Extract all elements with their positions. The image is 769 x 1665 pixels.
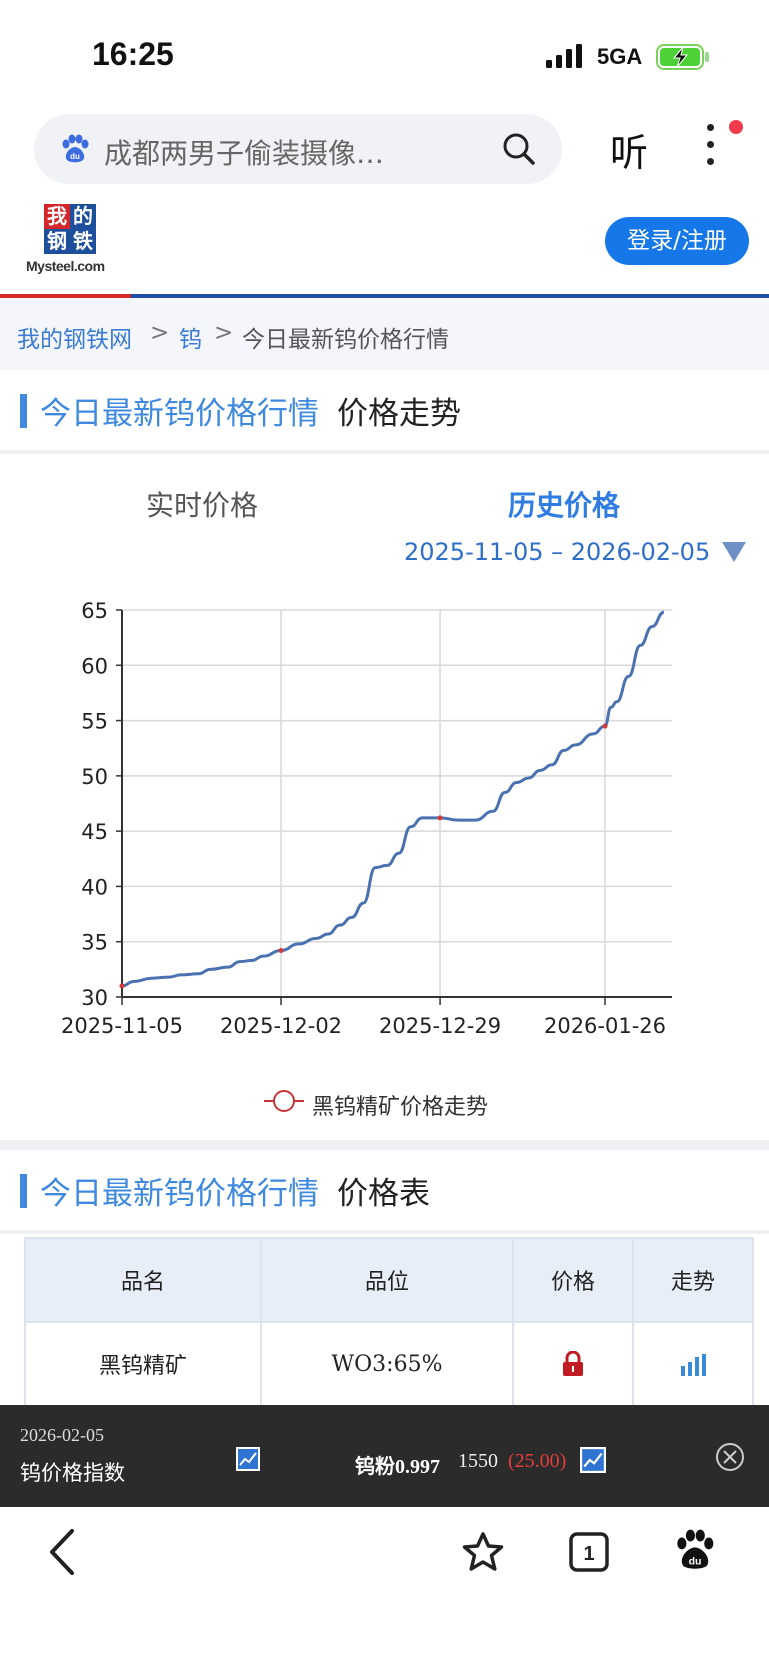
breadcrumb: 我的钢铁网 > 钨 > 今日最新钨价格行情 [0,298,769,370]
y-tick-label: 55 [81,710,108,734]
y-tick-label: 35 [81,931,108,955]
table-row: 黑钨精矿 WO3:65% [24,1321,754,1407]
baidu-paw-icon: du [62,134,89,163]
series-line [121,610,665,988]
y-tick-label: 45 [81,820,108,844]
column-header-grade: 品位 [260,1237,514,1323]
trend-section-header: 今日最新钨价格行情 价格走势 [0,370,769,454]
price-trend-chart: 30 35 40 45 50 55 60 65 2025-11-05 2025-12-02 2025… [61,599,672,1038]
star-bookmark-icon[interactable] [461,1531,505,1573]
search-bar[interactable]: du 成都两男子偷装摄像… [34,114,562,184]
ticker-item-name: 钨粉0.997 [355,1456,440,1478]
section-title: 价格走势 [337,396,461,432]
table-section-header: 今日最新钨价格行情 价格表 [0,1150,769,1234]
logo-char: 的 [70,204,96,229]
ticker-price: 1550 [458,1450,498,1472]
section-title-highlight: 今日最新钨价格行情 [40,1176,319,1212]
header-divider [0,294,131,298]
y-tick-label: 60 [81,654,108,678]
trend-chart-icon[interactable] [236,1447,260,1471]
column-header-name: 品名 [24,1237,262,1323]
section-marker [20,1174,27,1208]
more-menu-icon[interactable] [700,124,720,174]
network-type: 5GA [597,44,643,69]
section-marker [20,394,27,428]
table-header-row: 品名 品位 价格 走势 [24,1237,754,1323]
y-tick-label: 65 [81,599,108,623]
legend-label[interactable]: 黑钨精矿价格走势 [312,1095,489,1120]
price-index-ticker[interactable]: 2026-02-05 钨价格指数 钨粉0.997 1550 (25.00) [0,1405,769,1507]
y-tick-label: 50 [81,765,108,789]
product-name: 黑钨精矿 [24,1321,262,1407]
trend-chart-icon[interactable] [580,1447,606,1473]
column-header-price: 价格 [512,1237,634,1323]
tab-history-price[interactable]: 历史价格 [508,489,621,522]
tabs-count-icon[interactable]: 1 [568,1531,610,1573]
data-point [437,815,443,821]
x-tick-label: 2025-12-29 [379,1014,501,1038]
status-time: 16:25 [92,36,174,72]
price-table: 品名 品位 价格 走势 黑钨精矿 WO3:65% [24,1237,754,1407]
x-tick-label: 2025-11-05 [61,1014,183,1038]
data-point [278,948,284,954]
breadcrumb-separator: > [150,320,170,346]
battery-charging-icon [656,44,709,70]
legend-marker[interactable] [262,1088,306,1114]
section-title-highlight: 今日最新钨价格行情 [40,396,319,432]
data-point [602,723,608,729]
column-header-trend: 走势 [632,1237,754,1323]
svg-text:du: du [70,152,80,161]
logo-char: 钢 [44,229,70,254]
y-tick-label: 30 [81,986,108,1010]
login-register-button[interactable]: 登录/注册 [605,217,749,265]
date-range-selector[interactable]: 2025-11-05 – 2026-02-05 [404,538,711,566]
caret-down-icon[interactable] [722,542,746,562]
search-input[interactable]: 成都两男子偷装摄像… [104,137,385,170]
logo-char: 铁 [70,229,96,254]
breadcrumb-current: 今日最新钨价格行情 [242,327,449,353]
breadcrumb-home[interactable]: 我的钢铁网 [17,327,132,353]
product-grade: WO3:65% [260,1321,514,1407]
ticker-date: 2026-02-05 [20,1425,104,1445]
trend-cell[interactable] [632,1321,754,1407]
signal-strength-icon [546,44,582,68]
x-tick-label: 2026-01-26 [544,1014,666,1038]
header-divider [131,294,769,298]
bar-chart-icon[interactable] [680,1353,706,1376]
ticker-change: (25.00) [508,1450,567,1472]
mysteel-logo[interactable]: 我 的 钢 铁 Mysteel.com [24,204,116,282]
section-title: 价格表 [337,1176,430,1212]
y-tick-label: 40 [81,875,108,899]
bottom-navigation: 1 du [0,1507,769,1665]
listen-button[interactable]: 听 [610,131,649,175]
ticker-index-name: 钨价格指数 [20,1461,125,1485]
logo-text: Mysteel.com [26,258,105,274]
breadcrumb-separator: > [214,320,234,346]
data-point [119,983,125,989]
breadcrumb-category[interactable]: 钨 [179,327,202,353]
back-arrow-icon[interactable] [44,1527,80,1577]
svg-text:du: du [689,1555,702,1567]
close-icon[interactable] [714,1441,746,1473]
logo-char: 我 [44,204,70,229]
notification-dot [729,120,743,134]
search-icon[interactable] [502,132,536,166]
baidu-paw-icon[interactable]: du [674,1529,716,1571]
price-cell[interactable] [512,1321,634,1407]
section-divider [0,1140,769,1150]
svg-text:1: 1 [583,1543,594,1565]
x-tick-label: 2025-12-02 [220,1014,342,1038]
lock-icon[interactable] [562,1350,584,1377]
tab-realtime-price[interactable]: 实时价格 [146,489,259,522]
